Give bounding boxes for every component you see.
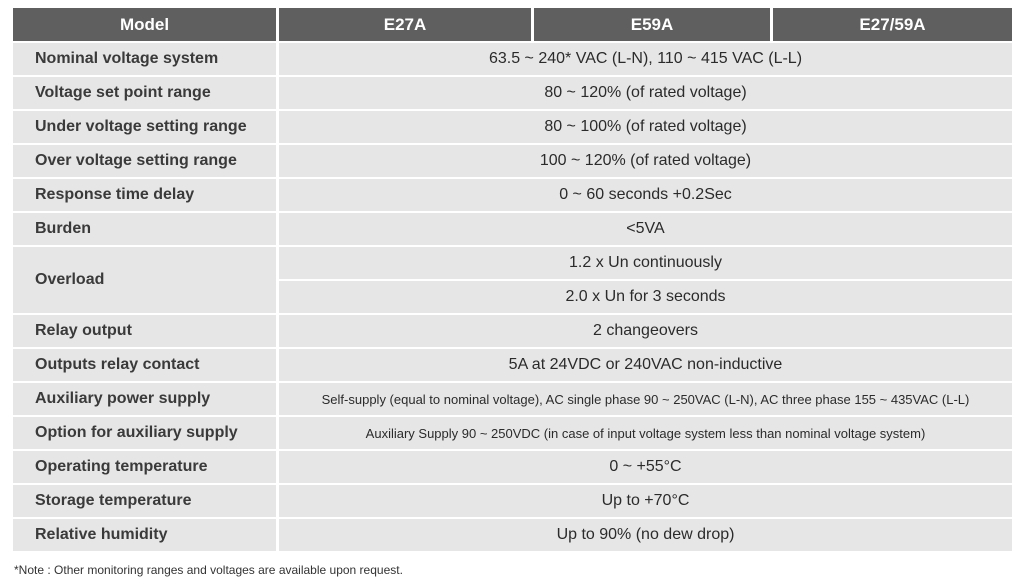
row-value: 2 changeovers — [279, 315, 1012, 347]
spec-table: Model E27A E59A E27/59A Nominal voltage … — [13, 8, 1012, 553]
row-label: Response time delay — [13, 179, 276, 211]
row-value: Up to 90% (no dew drop) — [279, 519, 1012, 551]
footnote: *Note : Other monitoring ranges and volt… — [14, 563, 403, 577]
row-value: 0 ~ +55°C — [279, 451, 1012, 483]
table-row: Under voltage setting range 80 ~ 100% (o… — [13, 111, 1012, 143]
row-value: 100 ~ 120% (of rated voltage) — [279, 145, 1012, 177]
row-label: Overload — [13, 247, 276, 313]
table-row: Relative humidity Up to 90% (no dew drop… — [13, 519, 1012, 551]
header-e27-59a: E27/59A — [773, 8, 1012, 41]
table-row: Response time delay 0 ~ 60 seconds +0.2S… — [13, 179, 1012, 211]
header-e59a: E59A — [534, 8, 770, 41]
table-row: Nominal voltage system 63.5 ~ 240* VAC (… — [13, 43, 1012, 75]
row-label: Relay output — [13, 315, 276, 347]
row-label: Under voltage setting range — [13, 111, 276, 143]
row-value: 1.2 x Un continuously — [279, 247, 1012, 279]
row-label: Storage temperature — [13, 485, 276, 517]
row-label: Relative humidity — [13, 519, 276, 551]
row-value: 2.0 x Un for 3 seconds — [279, 281, 1012, 313]
table-row: Storage temperature Up to +70°C — [13, 485, 1012, 517]
table-row-overload: Overload 1.2 x Un continuously 2.0 x Un … — [13, 247, 1012, 313]
row-label: Voltage set point range — [13, 77, 276, 109]
row-label: Over voltage setting range — [13, 145, 276, 177]
table-row: Option for auxiliary supply Auxiliary Su… — [13, 417, 1012, 449]
table-header: Model E27A E59A E27/59A — [13, 8, 1012, 41]
table-row: Voltage set point range 80 ~ 120% (of ra… — [13, 77, 1012, 109]
row-label: Nominal voltage system — [13, 43, 276, 75]
table-row: Burden <5VA — [13, 213, 1012, 245]
row-value: 80 ~ 100% (of rated voltage) — [279, 111, 1012, 143]
row-value: Up to +70°C — [279, 485, 1012, 517]
header-model: Model — [13, 8, 276, 41]
row-value: Auxiliary Supply 90 ~ 250VDC (in case of… — [279, 417, 1012, 449]
table-row: Outputs relay contact 5A at 24VDC or 240… — [13, 349, 1012, 381]
row-label: Burden — [13, 213, 276, 245]
table-row: Operating temperature 0 ~ +55°C — [13, 451, 1012, 483]
header-e27a: E27A — [279, 8, 531, 41]
row-value: 5A at 24VDC or 240VAC non-inductive — [279, 349, 1012, 381]
row-value: Self-supply (equal to nominal voltage), … — [279, 383, 1012, 415]
row-label: Operating temperature — [13, 451, 276, 483]
row-value: 0 ~ 60 seconds +0.2Sec — [279, 179, 1012, 211]
row-label: Auxiliary power supply — [13, 383, 276, 415]
table-row: Relay output 2 changeovers — [13, 315, 1012, 347]
row-value: <5VA — [279, 213, 1012, 245]
table-row: Auxiliary power supply Self-supply (equa… — [13, 383, 1012, 415]
row-label: Outputs relay contact — [13, 349, 276, 381]
table-row: Over voltage setting range 100 ~ 120% (o… — [13, 145, 1012, 177]
row-value: 63.5 ~ 240* VAC (L-N), 110 ~ 415 VAC (L-… — [279, 43, 1012, 75]
row-value: 80 ~ 120% (of rated voltage) — [279, 77, 1012, 109]
row-label: Option for auxiliary supply — [13, 417, 276, 449]
